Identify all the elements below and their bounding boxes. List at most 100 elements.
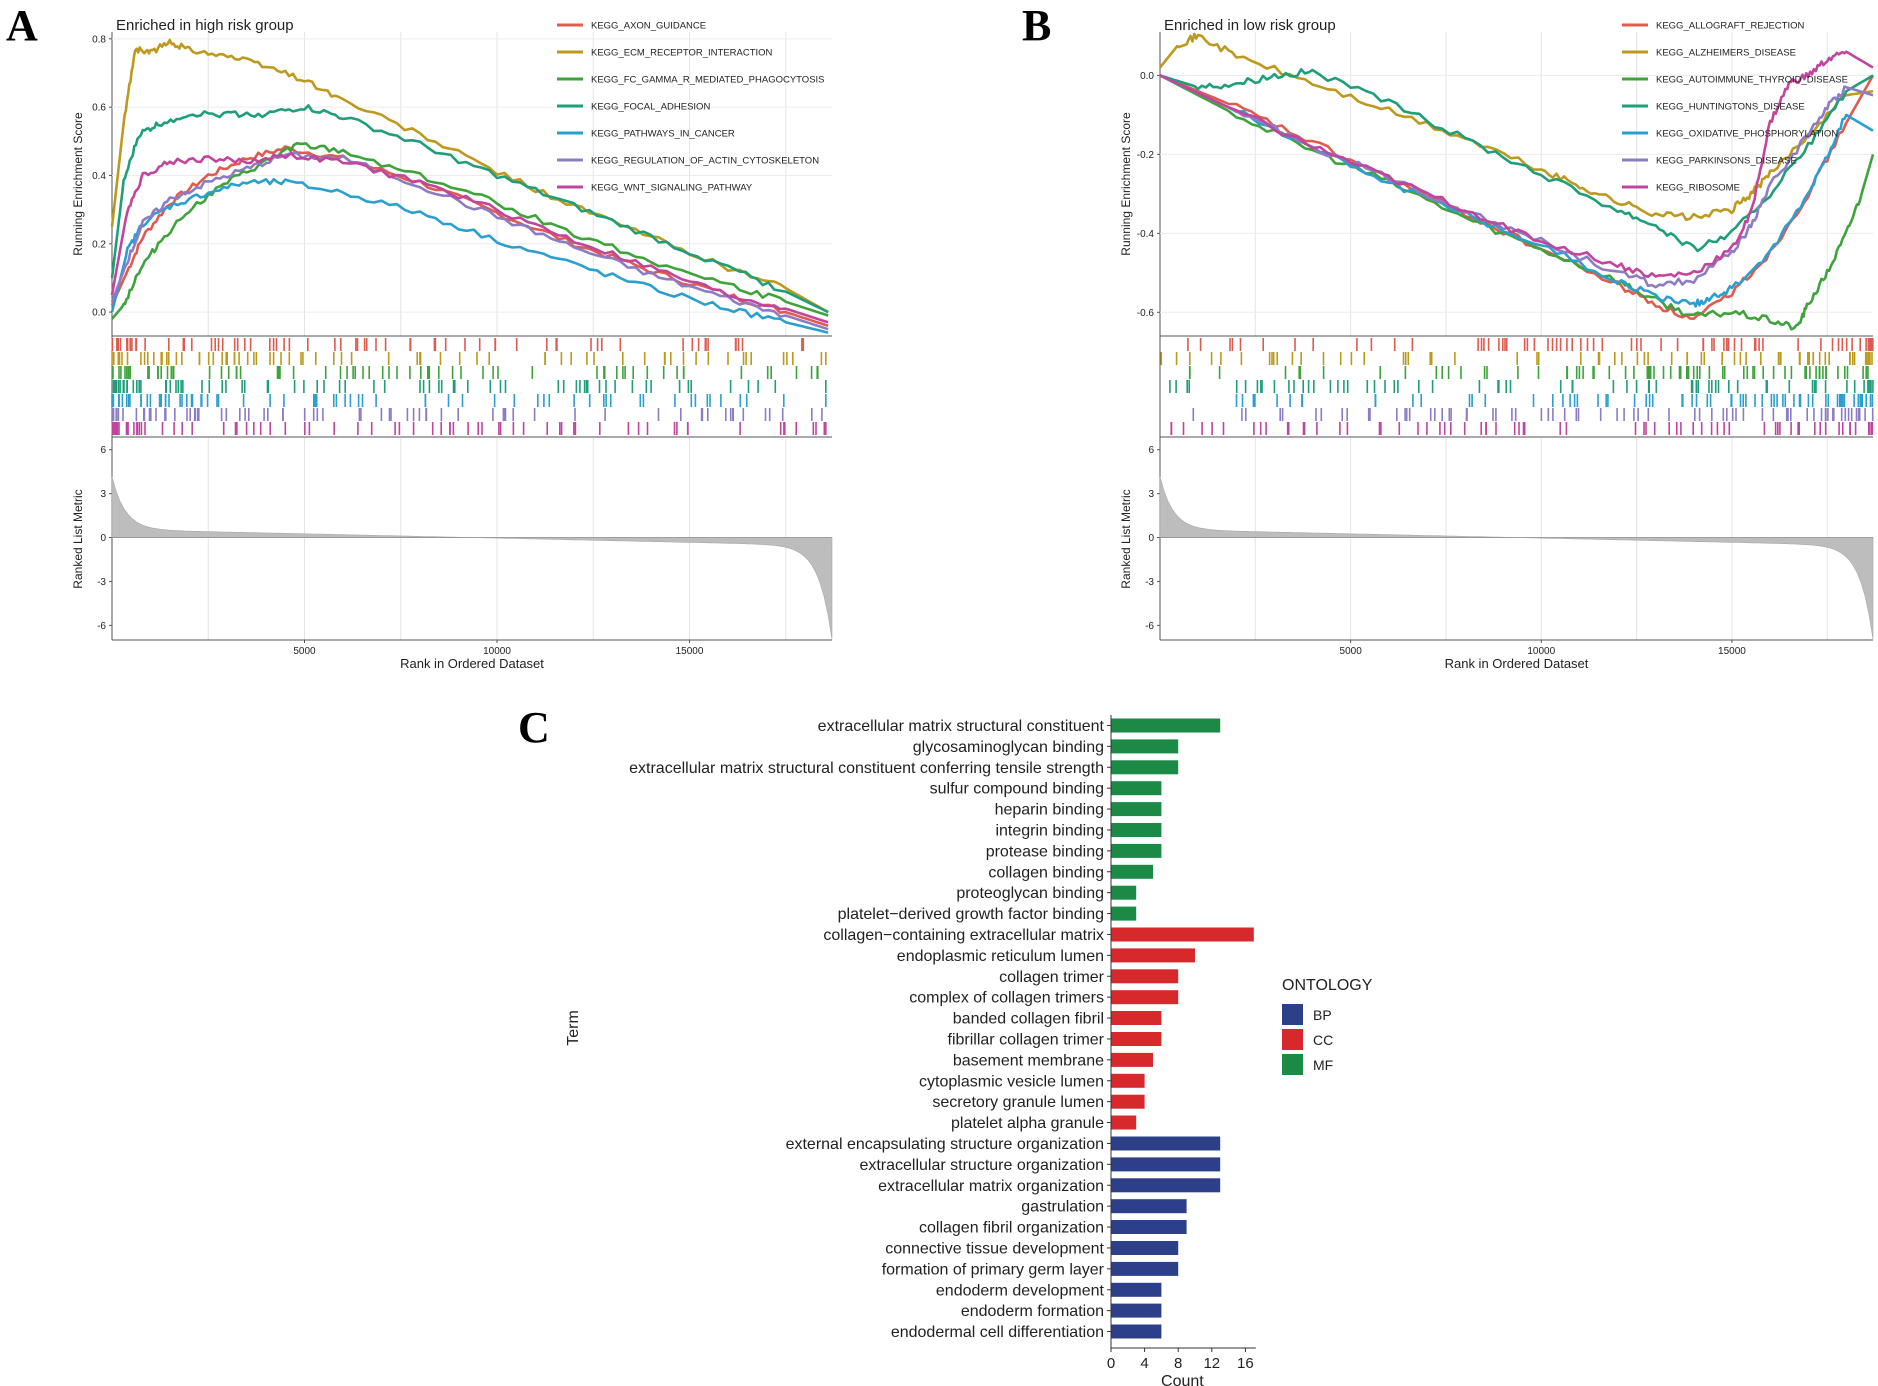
bar	[1111, 843, 1162, 858]
hit-stripes-kegg_autoimmune_thyroid_disease	[1188, 366, 1869, 379]
term-label: extracellular matrix structural constitu…	[818, 718, 1105, 735]
metric-tick-label: 0	[1148, 533, 1154, 544]
legend-label: MF	[1313, 1057, 1333, 1073]
term-label: collagen fibril organization	[919, 1220, 1104, 1237]
legend-label: KEGG_ALLOGRAFT_REJECTION	[1656, 21, 1804, 32]
es-tick-label: 0.4	[92, 171, 106, 182]
x-tick-label: 15000	[676, 646, 704, 657]
legend-label: KEGG_WNT_SIGNALING_PATHWAY	[591, 183, 753, 194]
es-curve-kegg_ribosome	[1159, 50, 1874, 278]
bar	[1111, 760, 1179, 775]
legend-label: KEGG_REGULATION_OF_ACTIN_CYTOSKELETON	[591, 156, 819, 167]
hit-stripes-kegg_pathways_in_cancer	[111, 394, 827, 407]
es-curve-kegg_wnt_signaling_pathway	[110, 152, 829, 324]
bar	[1111, 948, 1195, 963]
bar	[1111, 1094, 1145, 1109]
term-label: protease binding	[986, 843, 1104, 860]
es-curve-kegg_huntingtons_disease	[1159, 68, 1874, 253]
term-label: collagen trimer	[999, 969, 1105, 986]
x-tick-label: 12	[1203, 1355, 1220, 1372]
es-curve-kegg_regulation_of_actin_cytoskeleton	[110, 151, 829, 331]
legend-title: ONTOLOGY	[1282, 977, 1373, 994]
es-tick-label: 0.0	[92, 308, 106, 319]
term-label: connective tissue development	[885, 1240, 1104, 1257]
bar	[1111, 823, 1162, 837]
term-label: extracellular matrix structural constitu…	[629, 760, 1104, 777]
term-label: platelet alpha granule	[951, 1115, 1104, 1132]
bar	[1111, 1241, 1179, 1255]
x-tick-label: 5000	[1340, 646, 1363, 657]
term-label: external encapsulating structure organiz…	[786, 1136, 1104, 1153]
es-tick-label: 0.8	[92, 34, 106, 45]
hit-stripes-kegg_oxidative_phosphorylation	[1235, 394, 1874, 407]
term-label: formation of primary germ layer	[882, 1261, 1105, 1278]
legend-label: KEGG_ECM_RECEPTOR_INTERACTION	[591, 48, 773, 59]
y-axis-label-es: Running Enrichment Score	[71, 112, 85, 256]
bar	[1111, 802, 1162, 817]
metric-tick-label: -6	[97, 621, 106, 632]
bar	[1111, 1220, 1187, 1234]
legend-swatch	[1282, 1004, 1303, 1025]
legend-label: KEGG_AXON_GUIDANCE	[591, 21, 706, 32]
term-label: integrin binding	[995, 822, 1104, 839]
legend-label: KEGG_HUNTINGTONS_DISEASE	[1656, 102, 1805, 113]
x-tick-label: 10000	[483, 646, 511, 657]
x-tick-label: 8	[1174, 1355, 1182, 1372]
es-curve-kegg_fc_gamma_r_mediated_phagocytosis	[111, 142, 829, 320]
term-label: heparin binding	[995, 802, 1104, 819]
legend-label: KEGG_OXIDATIVE_PHOSPHORYLATION	[1656, 129, 1838, 140]
x-axis-label: Count	[1161, 1373, 1204, 1386]
bar	[1111, 1178, 1221, 1193]
legend-swatch	[1282, 1054, 1303, 1075]
legend-label: KEGG_RIBOSOME	[1656, 183, 1740, 194]
bar	[1111, 1199, 1187, 1214]
term-label: endoplasmic reticulum lumen	[897, 948, 1104, 965]
metric-tick-label: -3	[1145, 577, 1154, 588]
gsea-panel-b: Enriched in low risk group -0.6 -0.4 -0.2 0.…	[1119, 17, 1875, 671]
gsea-panel-a: Enriched in high risk group 0.0 0.2 0.4 0.6 0…	[71, 17, 833, 671]
panel-label-c: C	[518, 703, 550, 752]
legend-label: KEGG_FOCAL_ADHESION	[591, 102, 710, 113]
es-curve-kegg_alzheimers_disease	[1158, 32, 1874, 222]
term-label: collagen binding	[988, 864, 1104, 881]
panel-label-a: A	[6, 1, 38, 50]
bar	[1111, 1011, 1162, 1025]
term-label: gastrulation	[1021, 1199, 1104, 1216]
es-tick-label: 0.2	[92, 239, 106, 250]
chart-title: Enriched in high risk group	[116, 17, 294, 34]
y-axis-label-metric: Ranked List Metric	[1119, 489, 1133, 588]
legend-label: KEGG_AUTOIMMUNE_THYROID_DISEASE	[1656, 75, 1848, 86]
bar	[1111, 1115, 1137, 1130]
x-axis-label: Rank in Ordered Dataset	[1445, 656, 1589, 671]
legend-label: KEGG_PARKINSONS_DISEASE	[1656, 156, 1797, 167]
term-label: endoderm formation	[961, 1303, 1104, 1320]
hit-stripes-kegg_ecm_receptor_interaction	[111, 352, 827, 365]
legend-swatch	[1282, 1029, 1303, 1050]
hit-stripes-kegg_fc_gamma_r_mediated_phagocytosis	[111, 366, 819, 379]
term-label: extracellular matrix organization	[878, 1178, 1104, 1195]
es-tick-label: -0.2	[1137, 150, 1155, 161]
bar	[1111, 718, 1221, 733]
panel-label-b: B	[1022, 1, 1051, 50]
hit-stripes-kegg_wnt_signaling_pathway	[111, 422, 827, 435]
term-label: secretory granule lumen	[932, 1094, 1104, 1111]
bar	[1111, 969, 1179, 984]
x-tick-label: 0	[1107, 1355, 1115, 1372]
term-label: sulfur compound binding	[930, 781, 1104, 798]
term-label: complex of collagen trimers	[909, 990, 1104, 1007]
term-label: glycosaminoglycan binding	[913, 739, 1104, 756]
bar	[1111, 739, 1179, 754]
x-tick-label: 15000	[1718, 646, 1746, 657]
metric-tick-label: 6	[100, 445, 106, 456]
hit-stripes-kegg_focal_adhesion	[112, 380, 827, 393]
metric-tick-label: 6	[1148, 445, 1154, 456]
bar	[1111, 1073, 1145, 1088]
hit-stripes-kegg_alzheimers_disease	[1160, 352, 1873, 365]
es-tick-label: 0.0	[1140, 71, 1154, 82]
go-bar-panel-c: extracellular matrix structural constitu…	[565, 715, 1373, 1386]
metric-tick-label: -3	[97, 577, 106, 588]
bar	[1111, 1052, 1153, 1067]
bar	[1111, 885, 1137, 900]
term-label: fibrillar collagen trimer	[948, 1031, 1105, 1048]
hit-stripes-kegg_allograft_rejection	[1187, 338, 1874, 351]
